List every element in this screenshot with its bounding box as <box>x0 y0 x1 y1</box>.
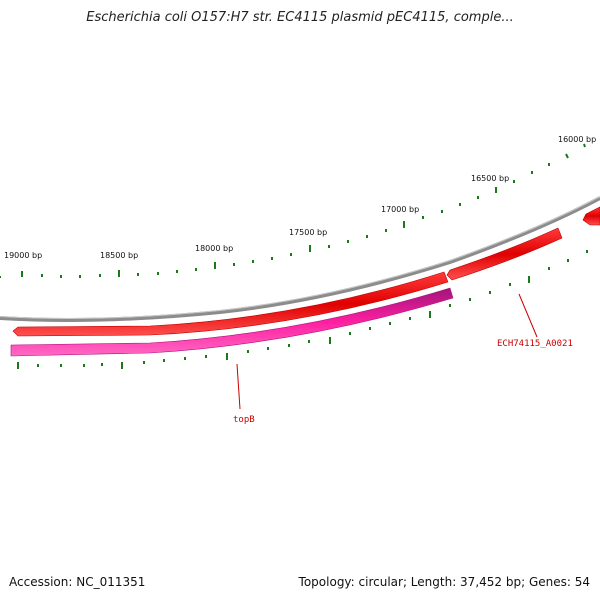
plasmid-backbone <box>0 196 600 322</box>
forward-cds-track <box>12 206 600 337</box>
cds-ECH74115-A0021[interactable] <box>446 227 563 281</box>
outer-dot-ring <box>0 143 586 278</box>
tick-label-16500: 16500 bp <box>471 174 509 183</box>
position-tick-labels: 19000 bp 18500 bp 18000 bp 17500 bp 1700… <box>4 135 596 260</box>
tick-label-19000: 19000 bp <box>4 251 42 260</box>
tick-label-18000: 18000 bp <box>195 244 233 253</box>
cds-topB[interactable] <box>10 287 454 357</box>
tick-label-18500: 18500 bp <box>100 251 138 260</box>
map-title: Escherichia coli O157:H7 str. EC4115 pla… <box>86 10 514 25</box>
inner-dot-ring <box>17 250 588 369</box>
cds-forward-1[interactable] <box>12 271 449 337</box>
gene-label-topB[interactable]: topB <box>233 415 255 425</box>
tick-label-17500: 17500 bp <box>289 228 327 237</box>
accession-label: Accession: NC_011351 <box>9 575 146 589</box>
topology-summary: Topology: circular; Length: 37,452 bp; G… <box>298 575 590 589</box>
tick-label-16000: 16000 bp <box>558 135 596 144</box>
tick-label-17000: 17000 bp <box>381 205 419 214</box>
topB-leader-line <box>236 363 241 410</box>
ech74115-a0021-leader-line <box>518 293 538 338</box>
gene-label-ECH74115-A0021[interactable]: ECH74115_A0021 <box>497 339 573 349</box>
cds-forward-3[interactable] <box>582 206 600 226</box>
